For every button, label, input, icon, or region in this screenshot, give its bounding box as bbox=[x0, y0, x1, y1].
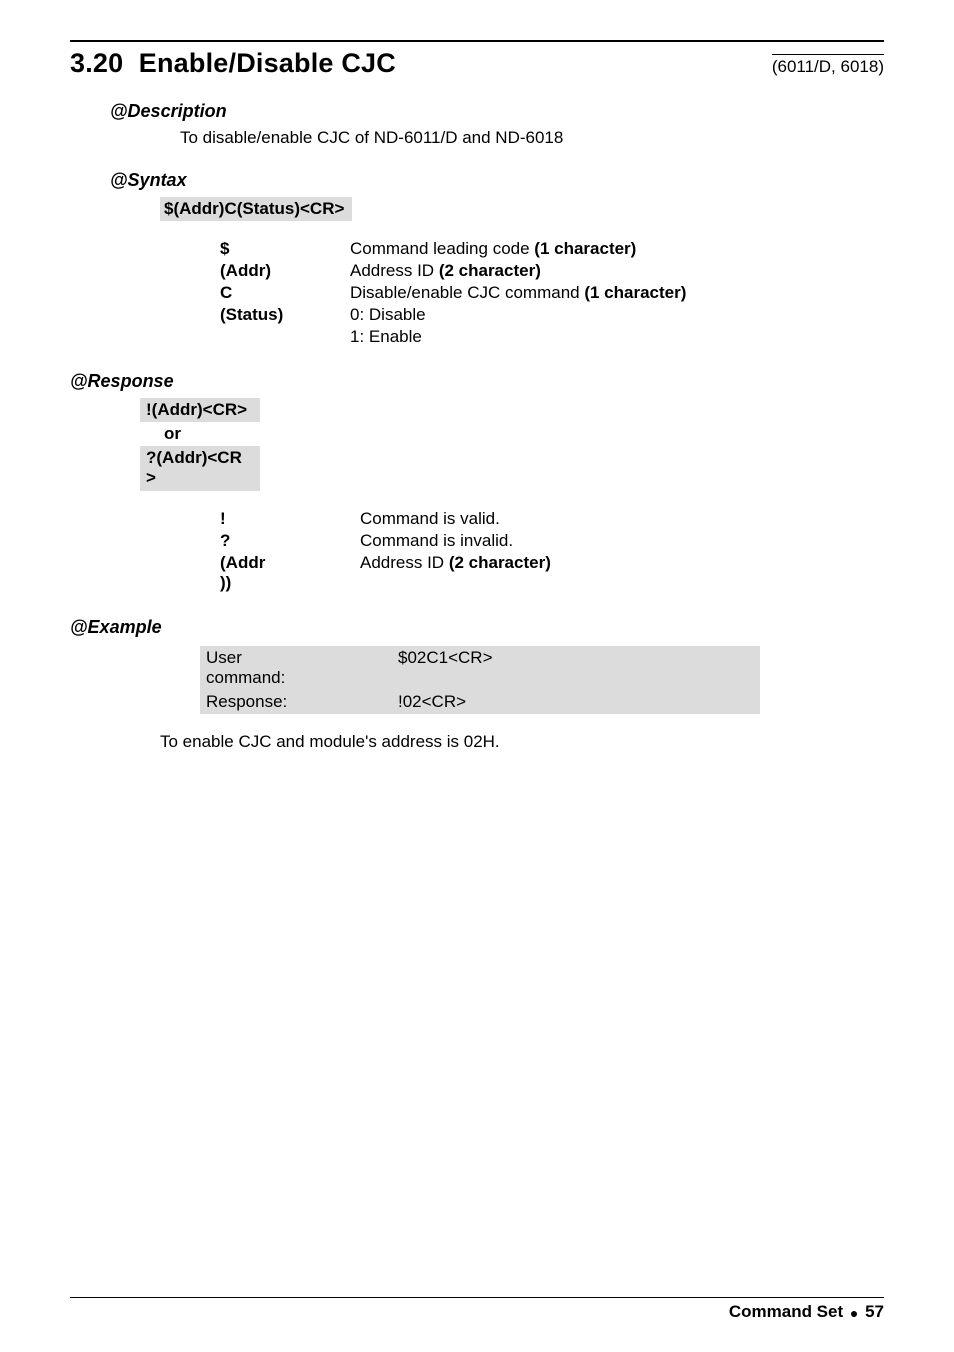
footer-text: Command Set ● 57 bbox=[70, 1302, 884, 1322]
example-table: User command: $02C1<CR> Response: !02<CR… bbox=[200, 646, 760, 714]
param-key: (Status) bbox=[220, 305, 350, 327]
param-key: C bbox=[220, 283, 350, 305]
table-row: 1: Enable bbox=[220, 327, 686, 349]
param-desc-text: 0: Disable bbox=[350, 305, 426, 324]
param-desc-text: Command is invalid. bbox=[360, 531, 513, 550]
footer-left: Command Set bbox=[729, 1302, 843, 1321]
table-row: ? Command is invalid. bbox=[220, 531, 551, 553]
table-row: (Addr )) Address ID (2 character) bbox=[220, 553, 551, 595]
param-key-line1: (Addr bbox=[220, 553, 265, 572]
param-desc-bold: (2 character) bbox=[439, 261, 541, 280]
param-desc-text: Address ID bbox=[350, 261, 439, 280]
param-desc: Address ID (2 character) bbox=[360, 553, 551, 595]
example-heading: @Example bbox=[70, 617, 884, 638]
param-key: $ bbox=[220, 239, 350, 261]
table-row: (Addr) Address ID (2 character) bbox=[220, 261, 686, 283]
param-desc-bold: (1 character) bbox=[584, 283, 686, 302]
response-or: or bbox=[164, 424, 884, 444]
response-box-2-line1: ?(Addr)<CR bbox=[146, 448, 242, 467]
table-row: Response: !02<CR> bbox=[200, 690, 760, 714]
param-key: ? bbox=[220, 531, 360, 553]
response-heading: @Response bbox=[70, 371, 884, 392]
param-desc: Disable/enable CJC command (1 character) bbox=[350, 283, 686, 305]
syntax-params-table: $ Command leading code (1 character) (Ad… bbox=[220, 239, 686, 349]
param-desc-bold: (1 character) bbox=[534, 239, 636, 258]
example-value: !02<CR> bbox=[392, 690, 760, 714]
param-desc-text: Disable/enable CJC command bbox=[350, 283, 584, 302]
table-row: (Status) 0: Disable bbox=[220, 305, 686, 327]
example-label-line1: User bbox=[206, 648, 242, 667]
description-text: To disable/enable CJC of ND-6011/D and N… bbox=[180, 128, 884, 148]
param-desc-text: Command leading code bbox=[350, 239, 534, 258]
section-number: 3.20 bbox=[70, 48, 123, 78]
response-box-2-line2: > bbox=[146, 468, 156, 487]
footer-page: 57 bbox=[865, 1302, 884, 1321]
response-box-1: !(Addr)<CR> bbox=[140, 398, 260, 422]
param-desc: Address ID (2 character) bbox=[350, 261, 686, 283]
table-row: User command: $02C1<CR> bbox=[200, 646, 760, 690]
table-row: ! Command is valid. bbox=[220, 509, 551, 531]
footer-rule bbox=[70, 1297, 884, 1298]
param-key: (Addr )) bbox=[220, 553, 360, 595]
param-desc-bold: (2 character) bbox=[449, 553, 551, 572]
table-row: C Disable/enable CJC command (1 characte… bbox=[220, 283, 686, 305]
table-row: $ Command leading code (1 character) bbox=[220, 239, 686, 261]
param-desc: Command is valid. bbox=[360, 509, 551, 531]
param-desc: Command leading code (1 character) bbox=[350, 239, 686, 261]
param-key-line2: )) bbox=[220, 573, 231, 592]
section-title: 3.20 Enable/Disable CJC bbox=[70, 48, 396, 79]
response-box-2: ?(Addr)<CR > bbox=[140, 446, 260, 491]
param-desc: Command is invalid. bbox=[360, 531, 551, 553]
bullet-icon: ● bbox=[848, 1305, 860, 1321]
param-key: (Addr) bbox=[220, 261, 350, 283]
section-header: 3.20 Enable/Disable CJC (6011/D, 6018) bbox=[70, 48, 884, 79]
section-note: (6011/D, 6018) bbox=[772, 54, 884, 77]
page-footer: Command Set ● 57 bbox=[70, 1297, 884, 1322]
example-label: Response: bbox=[200, 690, 392, 714]
param-desc: 1: Enable bbox=[350, 327, 686, 349]
param-desc-text: Command is valid. bbox=[360, 509, 500, 528]
section-name: Enable/Disable CJC bbox=[139, 48, 396, 78]
description-heading: @Description bbox=[110, 101, 884, 122]
syntax-box: $(Addr)C(Status)<CR> bbox=[160, 197, 352, 221]
param-desc: 0: Disable bbox=[350, 305, 686, 327]
top-rule bbox=[70, 40, 884, 42]
example-label: User command: bbox=[200, 646, 392, 690]
param-desc-text: Address ID bbox=[360, 553, 449, 572]
syntax-heading: @Syntax bbox=[110, 170, 884, 191]
example-after-text: To enable CJC and module's address is 02… bbox=[160, 732, 884, 752]
response-params-table: ! Command is valid. ? Command is invalid… bbox=[220, 509, 551, 595]
param-key: ! bbox=[220, 509, 360, 531]
example-label-line2: command: bbox=[206, 668, 285, 687]
param-key bbox=[220, 327, 350, 349]
param-desc-text: 1: Enable bbox=[350, 327, 422, 346]
response-boxes: !(Addr)<CR> or ?(Addr)<CR > bbox=[140, 398, 884, 491]
example-value: $02C1<CR> bbox=[392, 646, 760, 690]
